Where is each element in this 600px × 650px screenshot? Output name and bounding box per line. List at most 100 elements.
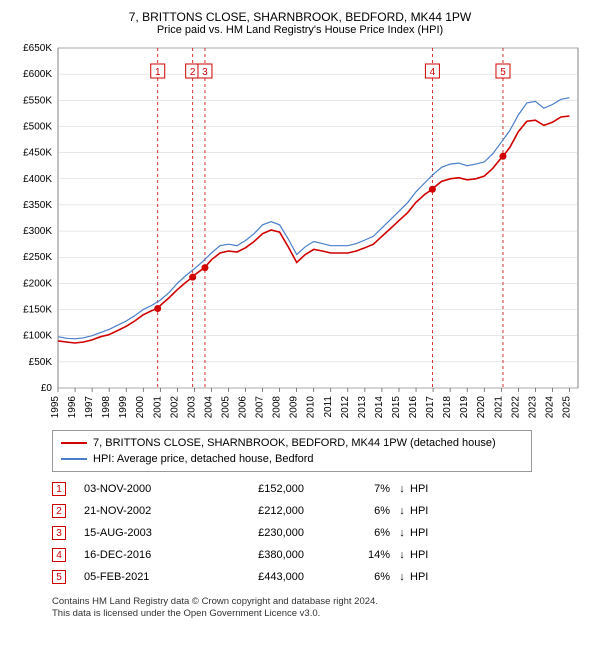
svg-text:£600K: £600K <box>23 69 52 80</box>
transaction-marker: 2 <box>52 504 66 518</box>
svg-text:£450K: £450K <box>23 148 52 159</box>
arrow-down-icon: ↓ <box>394 549 410 561</box>
svg-text:£300K: £300K <box>23 226 52 237</box>
transaction-row: 1 03-NOV-2000£152,0007%↓HPI <box>52 478 532 500</box>
svg-text:£250K: £250K <box>23 252 52 263</box>
line-chart-svg: £0 £50K £100K £150K £200K £250K £300K £350K £400… <box>12 42 588 422</box>
svg-text:£0: £0 <box>41 383 53 394</box>
transaction-date: 03-NOV-2000 <box>84 483 204 495</box>
footer: Contains HM Land Registry data © Crown c… <box>52 596 588 621</box>
chart-area: £0 £50K £100K £150K £200K £250K £300K £350K £400… <box>12 42 588 422</box>
arrow-down-icon: ↓ <box>394 483 410 495</box>
legend-swatch-hpi <box>61 458 87 460</box>
svg-text:2004: 2004 <box>203 396 214 419</box>
legend-row-hpi: HPI: Average price, detached house, Bedf… <box>61 451 523 467</box>
transaction-price: £152,000 <box>204 483 304 495</box>
svg-text:2015: 2015 <box>391 396 402 419</box>
svg-text:2022: 2022 <box>510 396 521 419</box>
svg-text:4: 4 <box>430 67 436 78</box>
footer-line2: This data is licensed under the Open Gov… <box>52 608 588 620</box>
transaction-pct: 7% <box>304 483 394 495</box>
svg-text:2016: 2016 <box>408 396 419 419</box>
svg-text:£650K: £650K <box>23 43 52 54</box>
svg-text:2001: 2001 <box>152 396 163 419</box>
transaction-hpi-label: HPI <box>410 505 450 517</box>
svg-text:2002: 2002 <box>169 396 180 419</box>
transaction-date: 05-FEB-2021 <box>84 571 204 583</box>
svg-text:2: 2 <box>190 67 196 78</box>
transactions-table: 103-NOV-2000£152,0007%↓HPI221-NOV-2002£2… <box>52 478 532 588</box>
transaction-pct: 14% <box>304 549 394 561</box>
svg-text:1996: 1996 <box>67 396 78 419</box>
transaction-date: 15-AUG-2003 <box>84 527 204 539</box>
svg-text:2000: 2000 <box>135 396 146 419</box>
svg-text:£100K: £100K <box>23 331 52 342</box>
svg-text:2019: 2019 <box>459 396 470 419</box>
svg-text:1997: 1997 <box>84 396 95 419</box>
svg-text:2014: 2014 <box>374 396 385 419</box>
svg-text:1995: 1995 <box>50 396 61 419</box>
transaction-price: £380,000 <box>204 549 304 561</box>
svg-text:2017: 2017 <box>425 396 436 419</box>
transaction-marker: 3 <box>52 526 66 540</box>
transaction-row: 5 05-FEB-2021£443,0006%↓HPI <box>52 566 532 588</box>
page-title: 7, BRITTONS CLOSE, SHARNBROOK, BEDFORD, … <box>12 10 588 24</box>
page-container: 7, BRITTONS CLOSE, SHARNBROOK, BEDFORD, … <box>0 0 600 650</box>
transaction-price: £230,000 <box>204 527 304 539</box>
legend-label-property: 7, BRITTONS CLOSE, SHARNBROOK, BEDFORD, … <box>93 437 496 449</box>
legend-label-hpi: HPI: Average price, detached house, Bedf… <box>93 453 314 465</box>
legend-row-property: 7, BRITTONS CLOSE, SHARNBROOK, BEDFORD, … <box>61 435 523 451</box>
legend-swatch-property <box>61 442 87 444</box>
arrow-down-icon: ↓ <box>394 571 410 583</box>
transaction-marker: 4 <box>52 548 66 562</box>
svg-text:3: 3 <box>202 67 208 78</box>
svg-text:£150K: £150K <box>23 305 52 316</box>
svg-text:2010: 2010 <box>306 396 317 419</box>
svg-text:2008: 2008 <box>272 396 283 419</box>
arrow-down-icon: ↓ <box>394 505 410 517</box>
svg-text:2023: 2023 <box>527 396 538 419</box>
svg-text:2006: 2006 <box>238 396 249 419</box>
svg-text:£400K: £400K <box>23 174 52 185</box>
transaction-pct: 6% <box>304 527 394 539</box>
transaction-hpi-label: HPI <box>410 527 450 539</box>
svg-text:2020: 2020 <box>476 396 487 419</box>
svg-text:2013: 2013 <box>357 396 368 419</box>
transaction-pct: 6% <box>304 571 394 583</box>
svg-text:2003: 2003 <box>186 396 197 419</box>
svg-text:2018: 2018 <box>442 396 453 419</box>
transaction-hpi-label: HPI <box>410 483 450 495</box>
transaction-hpi-label: HPI <box>410 571 450 583</box>
transaction-price: £212,000 <box>204 505 304 517</box>
svg-text:£550K: £550K <box>23 95 52 106</box>
svg-text:£500K: £500K <box>23 121 52 132</box>
transaction-row: 4 16-DEC-2016£380,00014%↓HPI <box>52 544 532 566</box>
transaction-row: 2 21-NOV-2002£212,0006%↓HPI <box>52 500 532 522</box>
svg-text:2021: 2021 <box>493 396 504 419</box>
svg-text:2012: 2012 <box>340 396 351 419</box>
svg-text:2007: 2007 <box>255 396 266 419</box>
svg-text:£50K: £50K <box>29 357 53 368</box>
transaction-price: £443,000 <box>204 571 304 583</box>
svg-text:£350K: £350K <box>23 200 52 211</box>
svg-text:2011: 2011 <box>323 396 334 418</box>
transaction-pct: 6% <box>304 505 394 517</box>
transaction-row: 3 15-AUG-2003£230,0006%↓HPI <box>52 522 532 544</box>
transaction-date: 16-DEC-2016 <box>84 549 204 561</box>
arrow-down-icon: ↓ <box>394 527 410 539</box>
svg-text:2025: 2025 <box>561 396 572 419</box>
transaction-date: 21-NOV-2002 <box>84 505 204 517</box>
transaction-marker: 5 <box>52 570 66 584</box>
svg-text:1999: 1999 <box>118 396 129 419</box>
svg-text:2009: 2009 <box>289 396 300 419</box>
svg-text:£200K: £200K <box>23 278 52 289</box>
svg-text:5: 5 <box>500 67 506 78</box>
svg-text:1: 1 <box>155 67 161 78</box>
page-subtitle: Price paid vs. HM Land Registry's House … <box>12 24 588 36</box>
svg-text:2024: 2024 <box>544 396 555 419</box>
svg-text:1998: 1998 <box>101 396 112 419</box>
svg-text:2005: 2005 <box>220 396 231 419</box>
transaction-hpi-label: HPI <box>410 549 450 561</box>
transaction-marker: 1 <box>52 482 66 496</box>
legend-box: 7, BRITTONS CLOSE, SHARNBROOK, BEDFORD, … <box>52 430 532 472</box>
